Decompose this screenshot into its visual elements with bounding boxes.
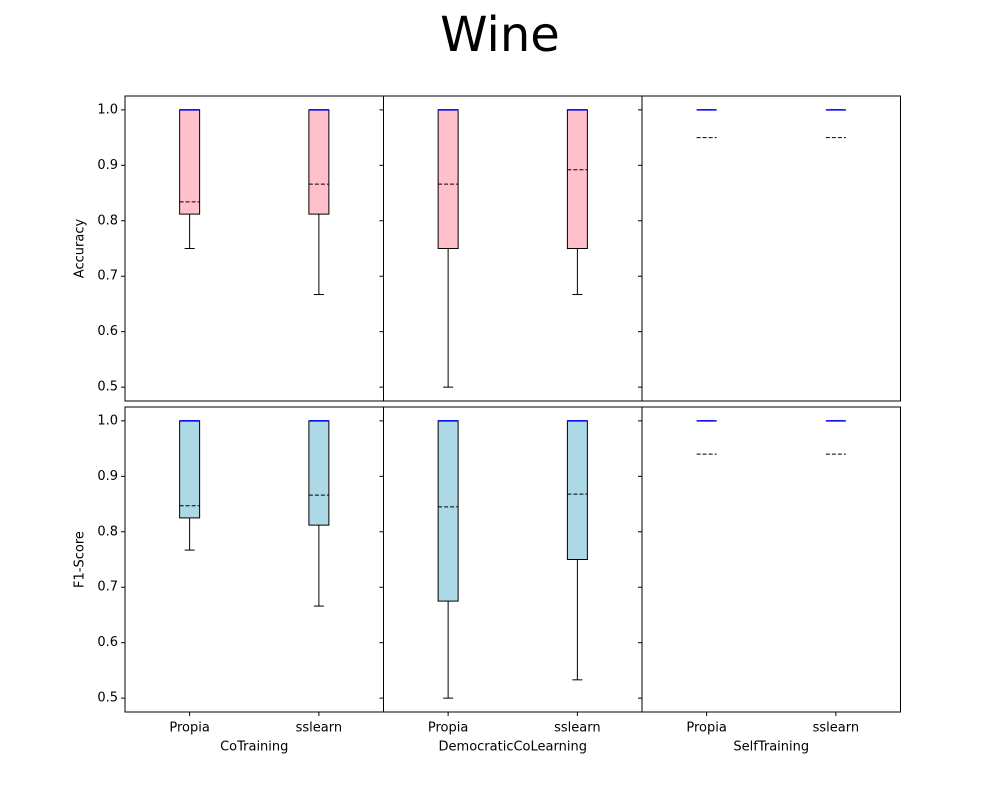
- axes-frame: [641, 95, 901, 402]
- x-axis-label: SelfTraining: [733, 740, 809, 755]
- box: [179, 109, 201, 215]
- y-axis-label: F1-Score: [73, 531, 88, 588]
- box: [308, 109, 330, 215]
- x-axis-label: DemocraticCoLearning: [439, 740, 587, 755]
- axes-frame: [124, 95, 384, 402]
- y-tick-label: 0.5: [97, 691, 118, 706]
- y-tick-label: 0.7: [97, 269, 118, 284]
- x-tick-label: Propia: [428, 721, 468, 736]
- box: [437, 420, 459, 602]
- x-axis-label: CoTraining: [220, 740, 288, 755]
- x-tick-label: Propia: [169, 721, 209, 736]
- x-tick-label: sslearn: [813, 721, 859, 736]
- axes-frame: [641, 406, 901, 713]
- box: [566, 109, 588, 250]
- box: [308, 420, 330, 526]
- x-tick-label: sslearn: [296, 721, 342, 736]
- y-tick-label: 0.9: [97, 469, 118, 484]
- y-tick-label: 0.7: [97, 580, 118, 595]
- y-axis-label: Accuracy: [73, 219, 88, 279]
- axes-frame: [383, 95, 643, 402]
- figure-title: Wine: [440, 7, 560, 63]
- box: [566, 420, 588, 561]
- x-tick-label: sslearn: [554, 721, 600, 736]
- y-tick-label: 0.5: [97, 380, 118, 395]
- y-tick-label: 0.6: [97, 324, 118, 339]
- y-tick-label: 1.0: [97, 413, 118, 428]
- axes-frame: [124, 406, 384, 713]
- y-tick-label: 1.0: [97, 102, 118, 117]
- box: [179, 420, 201, 519]
- y-tick-label: 0.6: [97, 635, 118, 650]
- y-tick-label: 0.8: [97, 213, 118, 228]
- y-tick-label: 0.9: [97, 158, 118, 173]
- x-tick-label: Propia: [686, 721, 726, 736]
- box: [437, 109, 459, 250]
- y-tick-label: 0.8: [97, 524, 118, 539]
- axes-frame: [383, 406, 643, 713]
